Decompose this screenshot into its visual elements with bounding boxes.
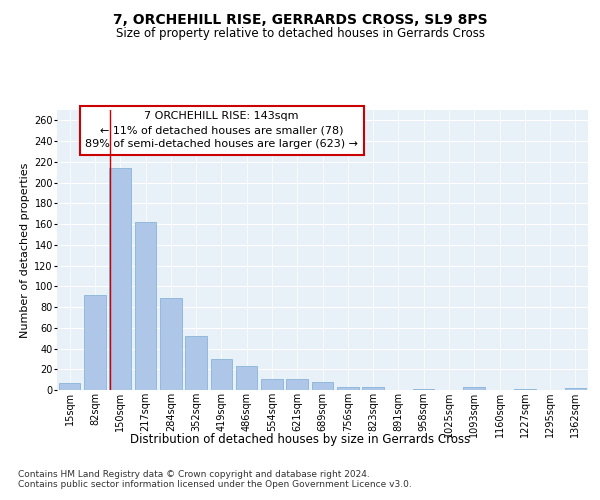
Bar	[362, 387, 384, 390]
Bar	[514, 389, 536, 390]
Bar	[565, 388, 586, 390]
Text: 7 ORCHEHILL RISE: 143sqm
← 11% of detached houses are smaller (78)
89% of semi-d: 7 ORCHEHILL RISE: 143sqm ← 11% of detach…	[85, 112, 358, 150]
Bar	[337, 387, 359, 390]
Bar	[236, 366, 257, 390]
Bar	[160, 298, 182, 390]
Bar	[413, 389, 434, 390]
Bar	[109, 168, 131, 390]
Text: 7, ORCHEHILL RISE, GERRARDS CROSS, SL9 8PS: 7, ORCHEHILL RISE, GERRARDS CROSS, SL9 8…	[113, 12, 487, 26]
Text: Contains HM Land Registry data © Crown copyright and database right 2024.
Contai: Contains HM Land Registry data © Crown c…	[18, 470, 412, 490]
Bar	[211, 359, 232, 390]
Bar	[135, 222, 156, 390]
Bar	[463, 387, 485, 390]
Bar	[261, 378, 283, 390]
Y-axis label: Number of detached properties: Number of detached properties	[20, 162, 30, 338]
Bar	[185, 336, 207, 390]
Bar	[84, 294, 106, 390]
Bar	[286, 378, 308, 390]
Bar	[59, 382, 80, 390]
Text: Distribution of detached houses by size in Gerrards Cross: Distribution of detached houses by size …	[130, 432, 470, 446]
Text: Size of property relative to detached houses in Gerrards Cross: Size of property relative to detached ho…	[115, 28, 485, 40]
Bar	[312, 382, 333, 390]
